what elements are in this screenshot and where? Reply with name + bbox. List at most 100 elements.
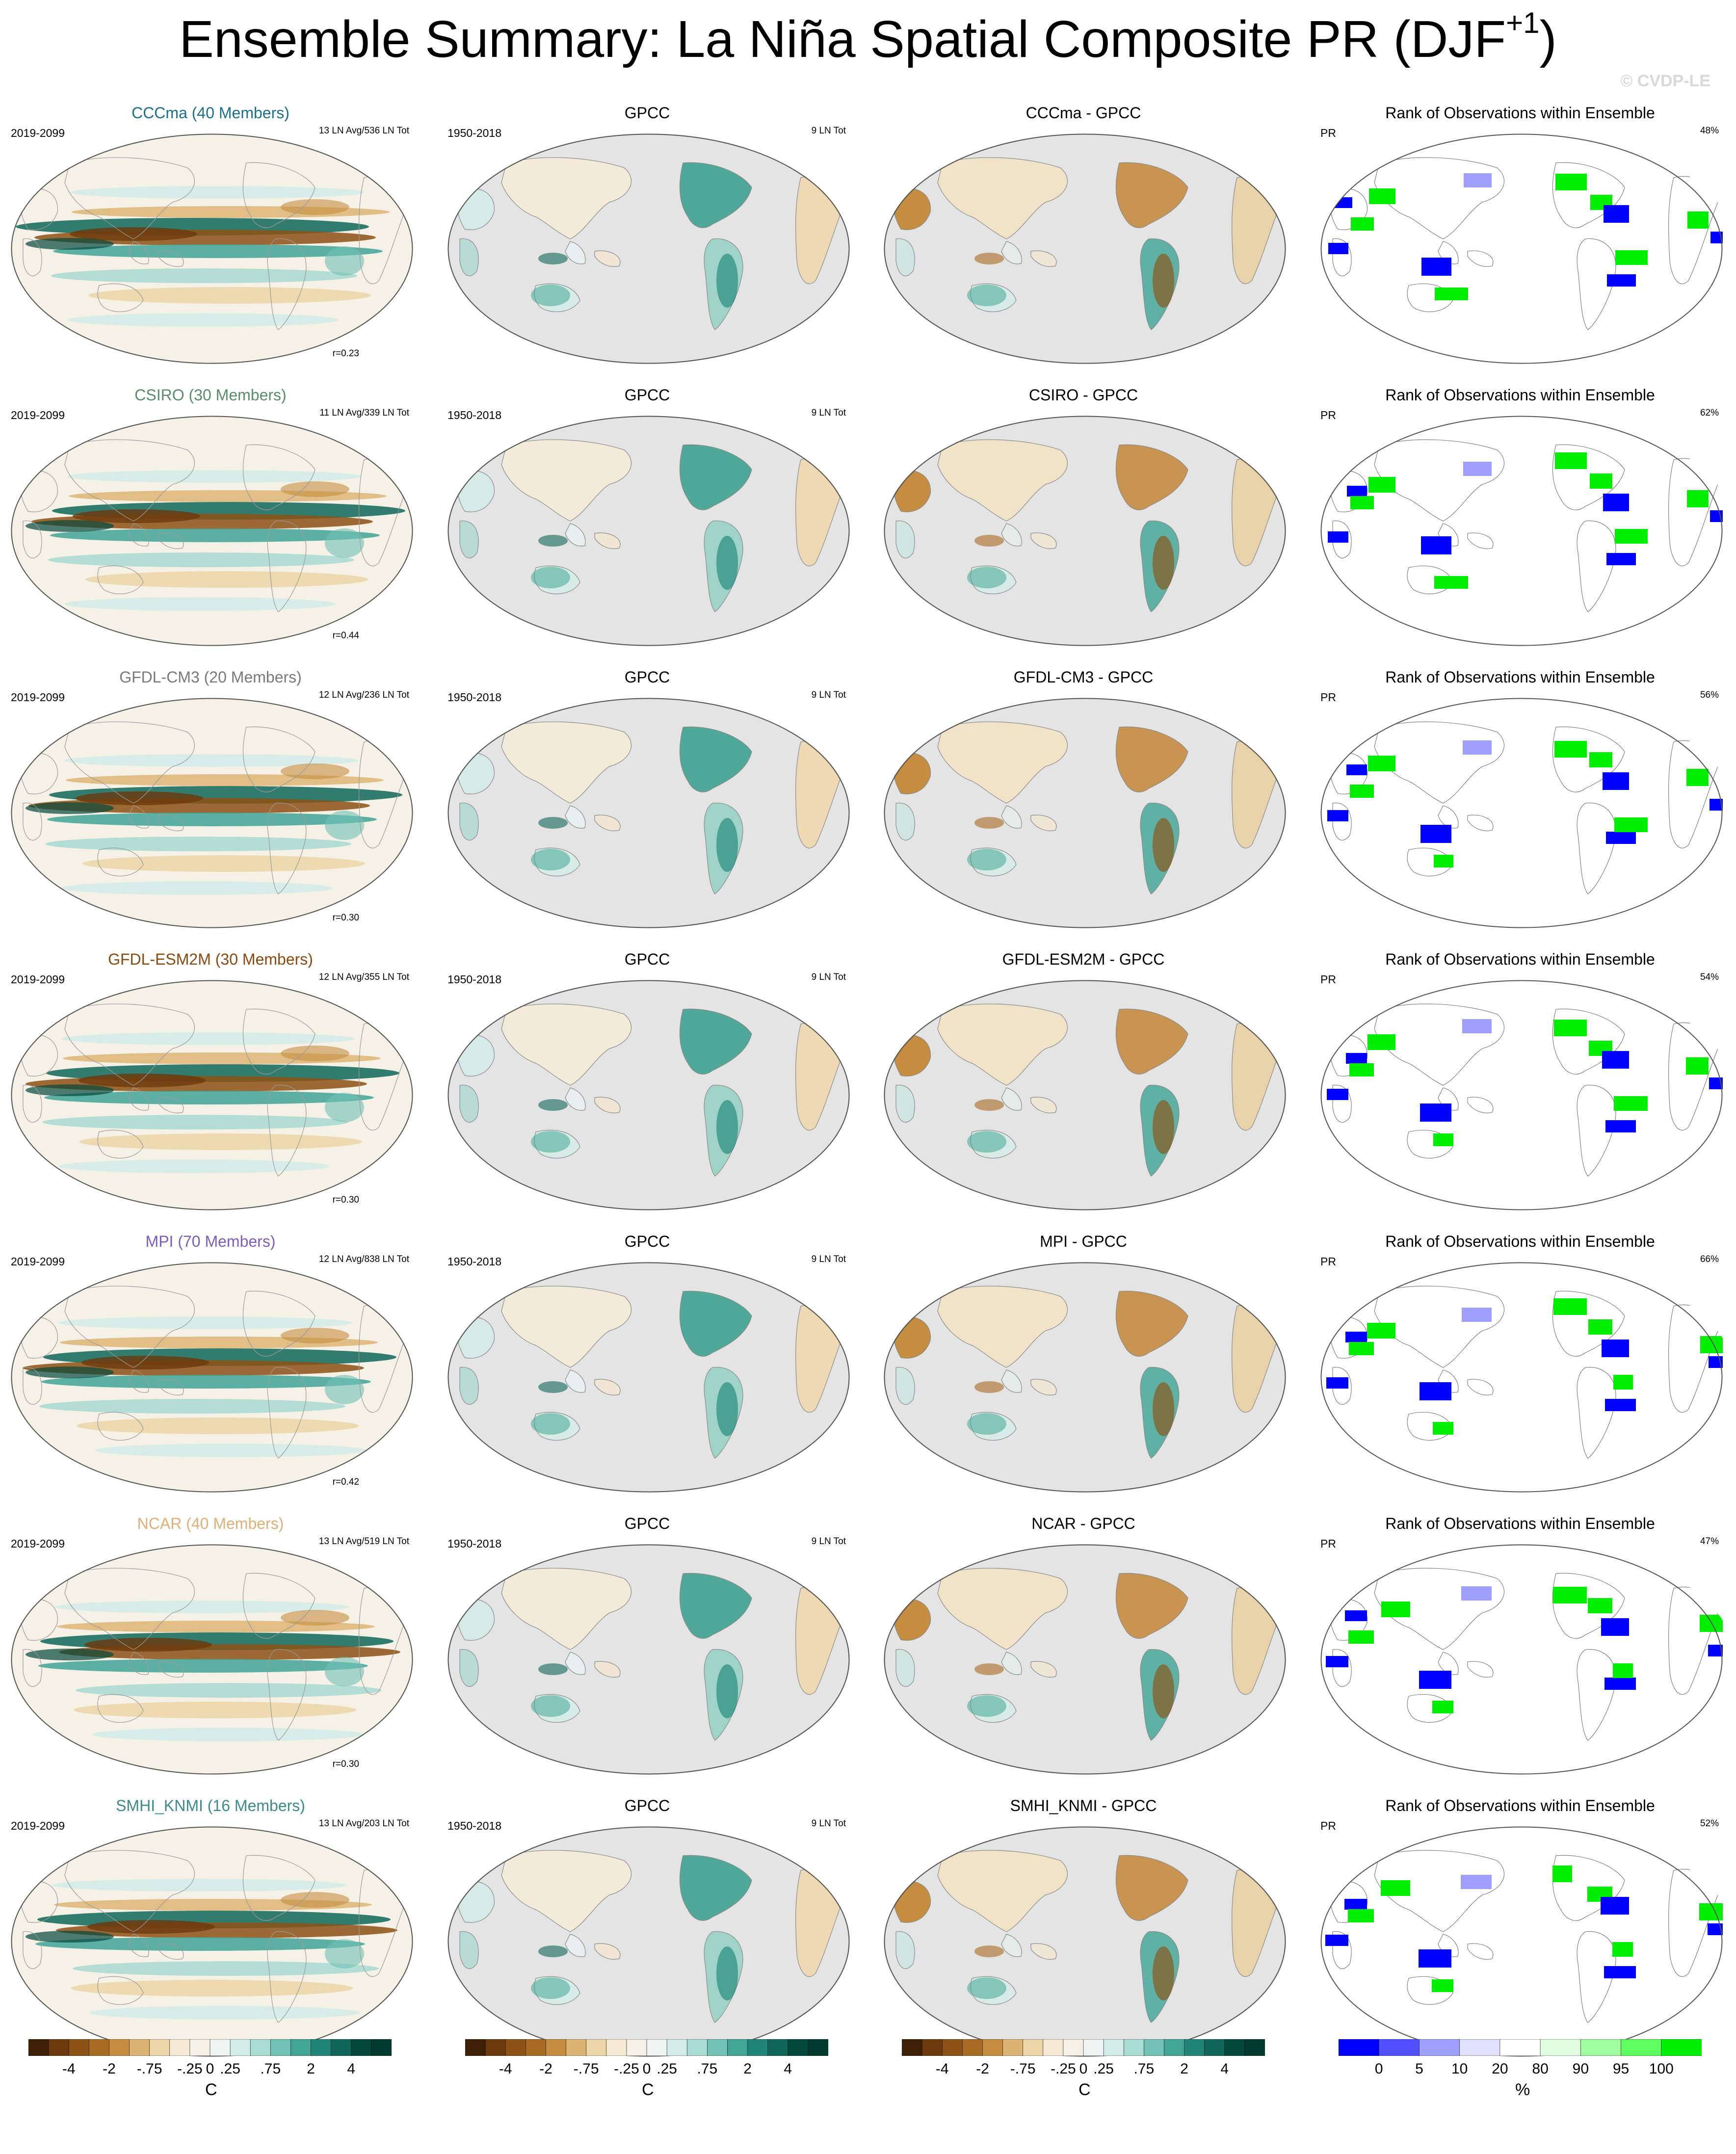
map-outline	[884, 980, 1286, 1210]
map-outline	[1320, 416, 1723, 646]
rank-map	[1320, 1544, 1723, 1775]
colorbar-swatch	[626, 2039, 647, 2056]
map-outline	[11, 133, 413, 364]
colorbar-swatch	[982, 2039, 1003, 2056]
colorbar-swatch	[311, 2039, 332, 2056]
colorbar-swatch	[48, 2039, 70, 2056]
colorbar-swatch	[546, 2039, 567, 2056]
colorbar-unit-label: %	[1515, 2080, 1530, 2099]
diff-map	[884, 1544, 1286, 1775]
colorbar-swatch	[270, 2039, 291, 2056]
map-outline	[884, 1544, 1286, 1775]
event-count-label: 13 LN Avg/203 LN Tot	[318, 1818, 409, 1829]
colorbar-swatch	[962, 2039, 983, 2056]
obs-panel: GPCC 1950-2018 9 LN Tot	[444, 103, 851, 368]
obs-map	[447, 416, 850, 646]
colorbar-swatch	[1023, 2039, 1044, 2056]
event-count-label: 9 LN Tot	[811, 408, 846, 418]
colorbar-tick-label: 5	[1415, 2061, 1423, 2077]
panel-title: GPCC	[624, 668, 670, 686]
period-label: 1950-2018	[447, 1819, 501, 1832]
panel-title: CCCma (40 Members)	[132, 104, 289, 122]
rank-map	[1320, 416, 1723, 646]
panel-title: MPI - GPCC	[1040, 1233, 1127, 1250]
model-panel: MPI (70 Members) 2019-2099 12 LN Avg/838 L…	[7, 1232, 414, 1497]
model-panel: SMHI_KNMI (16 Members) 2019-2099 13 LN Avg…	[7, 1796, 414, 2061]
model-map	[11, 980, 413, 1210]
event-count-label: 9 LN Tot	[811, 1254, 846, 1264]
colorbar-swatch	[727, 2039, 748, 2056]
colorbar-swatch	[1499, 2039, 1541, 2056]
map-outline	[1320, 1262, 1723, 1493]
panel-title: Rank of Observations within Ensemble	[1385, 386, 1655, 404]
colorbar-tick-label: -.25	[614, 2061, 639, 2077]
variable-label: PR	[1320, 973, 1336, 986]
colorbar-swatch	[1164, 2039, 1185, 2056]
colorbar-tick-label: 4	[1220, 2061, 1229, 2077]
panel-title: Rank of Observations within Ensemble	[1385, 1515, 1655, 1532]
map-outline	[1320, 698, 1723, 928]
variable-label: PR	[1320, 1819, 1336, 1832]
panel-title: Rank of Observations within Ensemble	[1385, 1233, 1655, 1250]
colorbar-tick-label: 90	[1572, 2061, 1589, 2077]
colorbar-swatch	[1378, 2039, 1420, 2056]
colorbar-tick-label: -.75	[1010, 2061, 1036, 2077]
diff-panel: SMHI_KNMI - GPCC	[880, 1796, 1287, 2061]
colorbar-swatch	[747, 2039, 768, 2056]
model-panel: NCAR (40 Members) 2019-2099 13 LN Avg/519 …	[7, 1514, 414, 1779]
diff-panel: NCAR - GPCC	[880, 1514, 1287, 1779]
colorbar-tick-label: -.25	[177, 2061, 203, 2077]
rank-percentage: 56%	[1700, 690, 1719, 700]
variable-label: PR	[1320, 409, 1336, 421]
colorbar-swatch	[1144, 2039, 1165, 2056]
variable-label: PR	[1320, 1537, 1336, 1550]
rank-panel: Rank of Observations within Ensemble PR 52…	[1316, 1796, 1724, 2061]
map-outline	[11, 698, 413, 928]
colorbar-tick-label: -4	[62, 2061, 76, 2077]
colorbar-swatch	[1184, 2039, 1205, 2056]
map-outline	[884, 133, 1286, 364]
diff-map	[884, 416, 1286, 646]
pattern-correlation: r=0.42	[332, 1477, 359, 1487]
event-count-label: 12 LN Avg/838 LN Tot	[318, 1254, 409, 1264]
colorbar-tick-label: .75	[697, 2061, 718, 2077]
period-label: 2019-2099	[11, 1537, 65, 1550]
map-outline	[11, 416, 413, 646]
panel-title: GPCC	[624, 1515, 670, 1532]
obs-map	[447, 1262, 850, 1493]
colorbar-tick-label: -.25	[1051, 2061, 1076, 2077]
rank-percentage: 62%	[1700, 408, 1719, 418]
panel-title: MPI (70 Members)	[145, 1233, 276, 1250]
colorbar-swatch	[1419, 2039, 1460, 2056]
period-label: 1950-2018	[447, 127, 501, 139]
pattern-correlation: r=0.30	[332, 1195, 359, 1205]
obs-panel: GPCC 1950-2018 9 LN Tot	[444, 1514, 851, 1779]
period-label: 2019-2099	[11, 973, 65, 986]
colorbar-unit-label: C	[205, 2080, 217, 2099]
period-label: 1950-2018	[447, 409, 501, 421]
period-label: 2019-2099	[11, 409, 65, 421]
rank-panel: Rank of Observations within Ensemble PR 56…	[1316, 667, 1724, 932]
colorbar-swatch	[189, 2039, 210, 2056]
rank-panel: Rank of Observations within Ensemble PR 62…	[1316, 385, 1724, 650]
colorbar-tick-label: 0	[1079, 2061, 1088, 2077]
colorbar-swatches	[465, 2039, 829, 2056]
panel-title: CSIRO (30 Members)	[134, 386, 287, 404]
event-count-label: 9 LN Tot	[811, 1536, 846, 1547]
colorbar-swatch	[68, 2039, 90, 2056]
panel-title: Rank of Observations within Ensemble	[1385, 104, 1655, 122]
colorbar-swatch	[169, 2039, 190, 2056]
colorbar-tick-label: 10	[1451, 2061, 1468, 2077]
colorbar-tick-label: .25	[657, 2061, 677, 2077]
colorbar-swatch	[1083, 2039, 1104, 2056]
model-map	[11, 416, 413, 646]
colorbar-swatch	[1002, 2039, 1024, 2056]
period-label: 1950-2018	[447, 1537, 501, 1550]
colorbar-swatch	[1043, 2039, 1064, 2056]
rank-map	[1320, 698, 1723, 928]
model-panel: GFDL-ESM2M (30 Members) 2019-2099 12 LN Av…	[7, 949, 414, 1214]
model-map	[11, 1544, 413, 1775]
colorbar-tick-label: 0	[642, 2061, 651, 2077]
colorbar-tick-label: .25	[1093, 2061, 1114, 2077]
rank-map	[1320, 1262, 1723, 1493]
